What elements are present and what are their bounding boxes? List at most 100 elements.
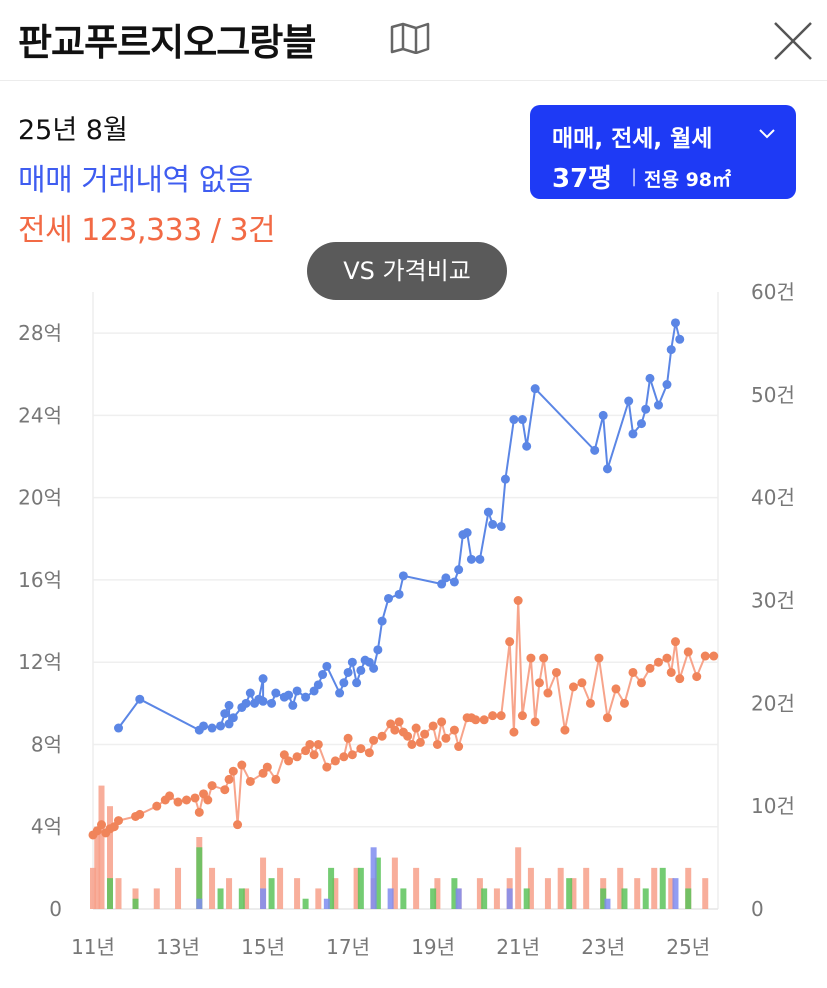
- data-point-jeonse: [207, 781, 217, 791]
- data-point-sale: [271, 688, 281, 698]
- volume-bar-jeonse: [107, 806, 114, 909]
- volume-bar-monthly: [400, 888, 407, 909]
- data-point-sale: [666, 345, 676, 355]
- data-point-jeonse: [407, 739, 417, 749]
- volume-bar-monthly: [107, 878, 114, 909]
- data-point-sale: [449, 577, 459, 587]
- volume-bar-jeonse: [153, 888, 160, 909]
- data-point-jeonse: [683, 647, 693, 657]
- data-point-sale: [241, 698, 251, 708]
- volume-bar-jeonse: [617, 867, 624, 909]
- data-point-jeonse: [454, 742, 464, 752]
- data-point-jeonse: [577, 678, 587, 688]
- data-point-jeonse: [182, 795, 192, 805]
- y-right-tick-label: 60건: [751, 280, 795, 304]
- data-point-jeonse: [437, 717, 447, 727]
- volume-bar-monthly: [217, 888, 224, 909]
- volume-bar-jeonse: [668, 878, 675, 909]
- data-point-sale: [441, 573, 451, 583]
- data-point-jeonse: [441, 733, 451, 743]
- data-point-jeonse: [496, 711, 506, 721]
- data-point-sale: [675, 334, 685, 344]
- sale-summary: 매매 거래내역 없음: [18, 163, 253, 198]
- data-point-jeonse: [114, 816, 124, 826]
- data-point-sale: [500, 474, 510, 484]
- series-line-sale: [117, 322, 681, 732]
- data-point-jeonse: [662, 653, 672, 663]
- trade-filter-button[interactable]: 매매, 전세, 월세 37평 | 전용 98㎡: [530, 105, 796, 199]
- data-point-jeonse: [432, 739, 442, 749]
- data-point-jeonse: [534, 678, 544, 688]
- data-point-jeonse: [309, 750, 319, 760]
- volume-bar-monthly: [621, 888, 628, 909]
- map-icon[interactable]: [390, 22, 430, 58]
- data-point-sale: [313, 680, 323, 690]
- data-point-jeonse: [237, 760, 247, 770]
- data-point-sale: [377, 616, 387, 626]
- data-point-sale: [207, 723, 217, 733]
- y-left-tick-label: 20억: [18, 486, 62, 510]
- data-point-sale: [343, 667, 353, 677]
- data-point-jeonse: [203, 795, 213, 805]
- y-left-tick-label: 4억: [31, 815, 62, 839]
- data-point-sale: [339, 678, 349, 688]
- data-point-sale: [454, 565, 464, 575]
- data-point-sale: [199, 721, 209, 731]
- data-point-jeonse: [488, 711, 498, 721]
- y-right-tick-label: 50건: [751, 383, 795, 407]
- data-point-jeonse: [377, 731, 387, 741]
- data-point-jeonse: [411, 723, 421, 733]
- data-point-sale: [590, 445, 600, 455]
- x-tick-label: 15년: [241, 935, 285, 959]
- volume-bar-jeonse: [115, 878, 122, 909]
- y-left-tick-label: 8억: [31, 732, 62, 756]
- data-point-jeonse: [369, 735, 379, 745]
- y-left-tick-label: 12억: [18, 650, 62, 674]
- volume-bar-jeonse: [391, 857, 398, 909]
- volume-bar-jeonse: [413, 867, 420, 909]
- data-point-jeonse: [194, 807, 204, 817]
- volume-bar-monthly: [302, 898, 309, 909]
- data-point-sale: [645, 373, 655, 383]
- close-icon[interactable]: [772, 20, 814, 66]
- data-point-sale: [624, 396, 634, 406]
- data-point-sale: [373, 645, 383, 655]
- data-point-jeonse: [449, 725, 459, 735]
- data-point-jeonse: [700, 651, 710, 661]
- data-point-jeonse: [645, 663, 655, 673]
- y-left-tick-label: 0: [49, 897, 62, 921]
- volume-bar-sale: [672, 878, 679, 909]
- volume-bar-jeonse: [476, 878, 483, 909]
- data-point-sale: [224, 700, 234, 710]
- volume-bar-jeonse: [226, 878, 233, 909]
- area-label: 전용 98㎡: [644, 169, 732, 191]
- data-point-jeonse: [551, 667, 561, 677]
- data-point-jeonse: [513, 596, 523, 605]
- data-point-jeonse: [692, 672, 702, 682]
- y-left-tick-label: 28억: [18, 321, 62, 345]
- volume-bar-jeonse: [651, 867, 658, 909]
- data-point-sale: [398, 571, 408, 581]
- data-point-jeonse: [364, 748, 374, 758]
- data-point-jeonse: [271, 774, 281, 784]
- data-point-jeonse: [415, 737, 425, 747]
- data-point-jeonse: [292, 752, 302, 762]
- data-point-sale: [228, 713, 238, 723]
- x-tick-label: 17년: [326, 935, 370, 959]
- data-point-jeonse: [245, 776, 255, 786]
- data-point-jeonse: [224, 774, 234, 784]
- y-left-tick-label: 16억: [18, 568, 62, 592]
- volume-bar-jeonse: [634, 878, 641, 909]
- data-point-sale: [653, 400, 663, 410]
- data-point-jeonse: [479, 715, 489, 725]
- data-point-sale: [628, 429, 638, 439]
- volume-bar-monthly: [196, 847, 203, 909]
- data-point-sale: [114, 723, 124, 733]
- volume-bar-jeonse: [557, 867, 564, 909]
- x-tick-label: 25년: [666, 935, 710, 959]
- data-point-jeonse: [305, 739, 315, 749]
- data-point-jeonse: [539, 653, 549, 663]
- vs-compare-button[interactable]: VS 가격비교: [307, 242, 507, 300]
- chevron-down-icon: [758, 125, 776, 144]
- data-point-sale: [483, 507, 493, 517]
